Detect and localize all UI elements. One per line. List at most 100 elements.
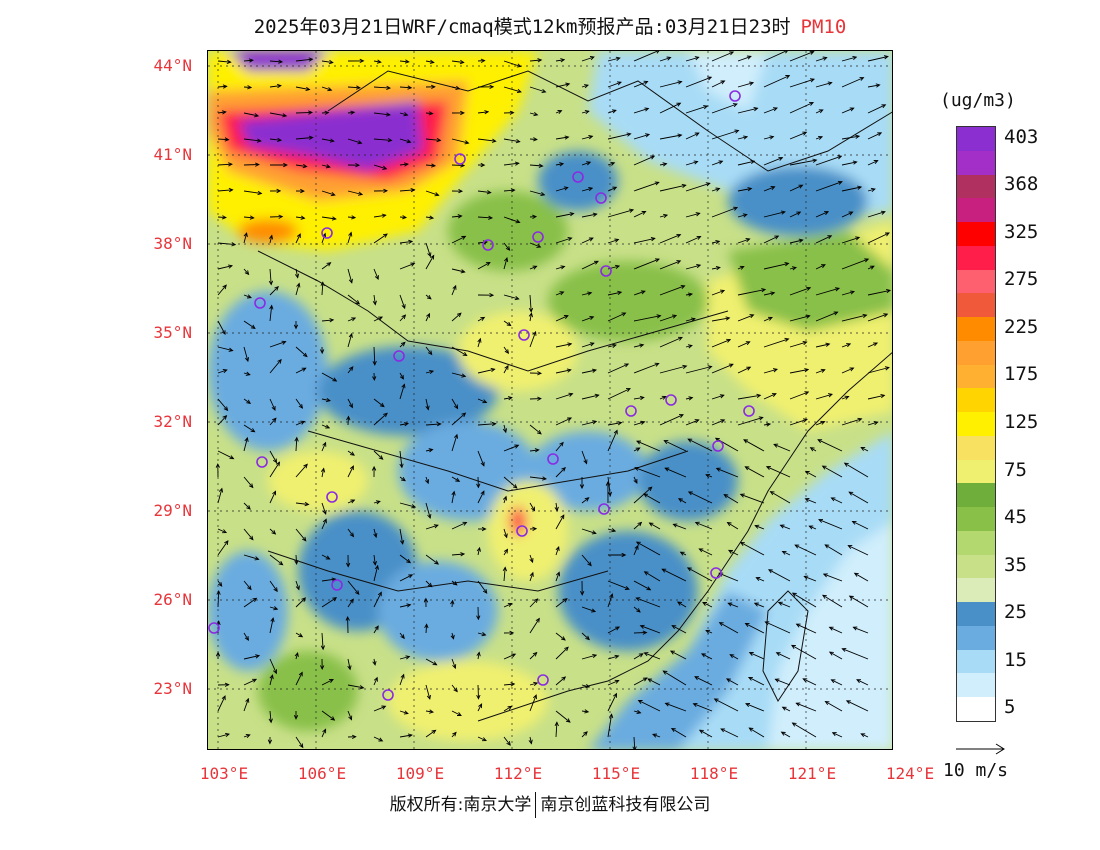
- wind-arrow: [555, 315, 569, 322]
- wind-arrow-head: [609, 593, 614, 599]
- lat-label: 44°N: [153, 56, 192, 75]
- wind-arrow-head: [693, 160, 699, 165]
- wind-arrow: [815, 421, 825, 426]
- wind-arrow: [529, 265, 537, 270]
- wind-arrow-head: [615, 264, 621, 269]
- wind-arrow-head: [636, 709, 642, 714]
- wind-arrow-head: [410, 262, 416, 267]
- wind-arrow: [754, 602, 765, 608]
- wind-arrow-head: [778, 156, 784, 161]
- wind-arrow-head: [268, 280, 274, 286]
- wind-arrow-head: [246, 399, 252, 405]
- wind-arrow-head: [348, 715, 353, 721]
- wind-arrow-head: [379, 402, 385, 408]
- wind-arrow-head: [296, 233, 301, 238]
- wind-arrow: [699, 729, 713, 738]
- wind-arrow: [659, 414, 684, 426]
- wind-arrow-head: [537, 396, 542, 401]
- wind-arrow-head: [533, 681, 539, 687]
- wind-arrow-head: [506, 741, 511, 746]
- wind-arrow-head: [273, 587, 278, 593]
- wind-arrow: [778, 601, 791, 608]
- wind-arrow-head: [269, 304, 274, 310]
- wind-arrow-head: [591, 368, 598, 373]
- wind-arrow: [529, 736, 532, 744]
- wind-arrow: [451, 60, 464, 63]
- wind-arrow-head: [687, 292, 694, 297]
- wind-arrow-head: [436, 421, 442, 427]
- wind-arrow: [795, 544, 817, 556]
- wind-arrow: [503, 257, 508, 270]
- wind-arrow-head: [654, 362, 660, 367]
- wind-arrow: [804, 575, 817, 582]
- wind-arrow-head: [222, 84, 228, 89]
- wind-arrow-head: [215, 463, 221, 468]
- wind-arrow-head: [804, 368, 810, 373]
- wind-arrow: [477, 547, 481, 556]
- forecast-map[interactable]: [207, 50, 893, 750]
- lon-label: 109°E: [395, 764, 445, 783]
- wind-arrow: [867, 160, 878, 166]
- wind-arrow-head: [245, 733, 251, 739]
- wind-arrow-head: [589, 315, 595, 321]
- wind-arrow-head: [646, 586, 652, 591]
- wind-arrow-head: [632, 746, 637, 749]
- wind-arrow-head: [860, 733, 866, 738]
- city-marker: [547, 453, 559, 465]
- wind-arrow: [555, 417, 572, 426]
- wind-arrow-head: [643, 80, 649, 85]
- wind-arrow: [716, 467, 739, 478]
- wind-arrow: [529, 618, 540, 634]
- wind-arrow-head: [672, 523, 678, 528]
- wind-arrow: [503, 242, 510, 251]
- wind-arrow: [243, 597, 257, 608]
- wind-arrow: [581, 632, 590, 640]
- wind-arrow: [321, 679, 334, 686]
- wind-arrow: [477, 652, 480, 660]
- wind-arrow: [555, 163, 564, 166]
- wind-arrow: [217, 111, 226, 114]
- wind-arrow-head: [880, 210, 886, 215]
- wind-arrow-head: [621, 312, 627, 317]
- wind-arrow: [737, 136, 748, 140]
- wind-arrow: [347, 317, 356, 322]
- wind-arrow-head: [592, 653, 598, 659]
- wind-arrow: [659, 365, 687, 374]
- wind-arrow-head: [250, 324, 256, 329]
- wind-arrow: [671, 625, 687, 634]
- wind-arrow: [217, 189, 233, 192]
- wind-arrow: [581, 710, 589, 713]
- wind-arrow: [529, 682, 538, 686]
- wind-arrow-head: [583, 731, 588, 736]
- wind-arrow-head: [452, 731, 457, 737]
- wind-arrow-head: [223, 406, 229, 412]
- legend-swatch: [957, 174, 995, 199]
- wind-arrow: [743, 439, 765, 452]
- wind-arrow: [295, 398, 303, 409]
- wind-arrow: [633, 421, 645, 426]
- wind-arrow: [789, 51, 814, 62]
- wind-arrow: [217, 60, 231, 63]
- wind-arrow: [701, 653, 713, 660]
- wind-arrow: [347, 580, 360, 595]
- wind-arrow-head: [510, 682, 516, 687]
- wind-arrow: [347, 465, 354, 478]
- wind-arrow-head: [452, 581, 458, 586]
- wind-arrow-head: [268, 718, 273, 724]
- city-marker: [516, 525, 528, 537]
- wind-arrow: [243, 268, 249, 275]
- wind-arrow: [815, 181, 843, 192]
- wind-arrow-head: [332, 597, 338, 602]
- wind-arrow: [829, 651, 843, 660]
- wind-arrow-head: [221, 110, 227, 115]
- wind-arrow-head: [540, 191, 546, 197]
- wind-arrow-head: [536, 243, 542, 248]
- wind-arrow: [633, 237, 655, 244]
- wind-arrow-head: [433, 524, 439, 529]
- wind-arrow: [347, 138, 362, 144]
- wind-arrow-head: [654, 181, 660, 186]
- city-marker: [482, 239, 494, 251]
- wind-arrow-head: [780, 731, 786, 736]
- wind-arrow: [295, 736, 304, 748]
- wind-arrow-head: [455, 85, 461, 91]
